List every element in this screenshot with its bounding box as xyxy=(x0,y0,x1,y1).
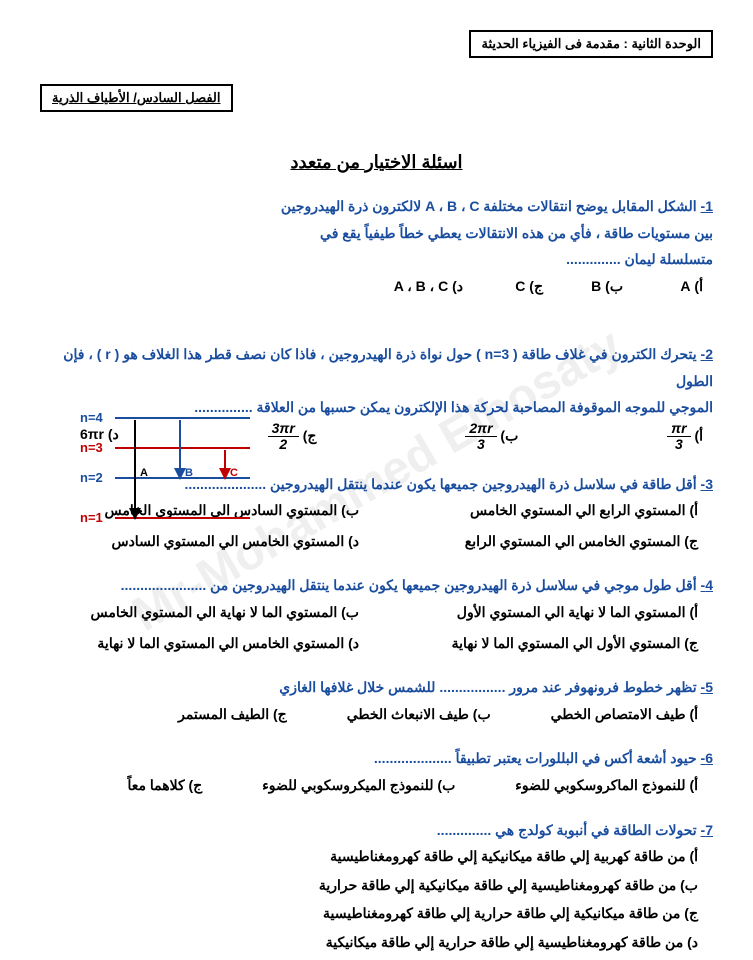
question-5: 5- تظهر خطوط فرونهوفر عند مرور .........… xyxy=(40,674,713,727)
q6-opt-c: ج) كلاهما معاً xyxy=(127,772,202,799)
header-row: الوحدة الثانية : مقدمة فى الفيزياء الحدي… xyxy=(40,30,713,58)
page-title: اسئلة الاختيار من متعدد xyxy=(290,152,462,173)
svg-text:n=2: n=2 xyxy=(80,470,103,485)
q1-opt-c: ج) C xyxy=(503,273,543,300)
svg-text:C: C xyxy=(230,467,238,479)
q6-text: حيود أشعة أكس في البللورات يعتبر تطبيقاً… xyxy=(374,750,697,766)
q7-opt-a: أ) من طاقة كهربية إلي طاقة ميكانيكية إلي… xyxy=(40,843,698,870)
unit-box: الوحدة الثانية : مقدمة فى الفيزياء الحدي… xyxy=(469,30,713,58)
q2-num: 2- xyxy=(701,346,713,362)
q5-text: تظهر خطوط فرونهوفر عند مرور ............… xyxy=(279,679,696,695)
q7-opt-d: د) من طاقة كهرومغناطيسية إلي طاقة حرارية… xyxy=(40,929,698,956)
q6-options: أ) للنموذج الماكروسكوبي للضوء ب) للنموذج… xyxy=(40,772,713,799)
q5-num: 5- xyxy=(701,679,713,695)
q5-opt-c: ج) الطيف المستمر xyxy=(178,701,287,728)
q7-opt-c: ج) من طاقة ميكانيكية إلي طاقة حرارية إلي… xyxy=(40,900,698,927)
q1-line3: متسلسلة ليمان .............. xyxy=(253,246,713,273)
q6-num: 6- xyxy=(701,750,713,766)
question-7: 7- تحولات الطاقة في أنبوبة كولدج هي ....… xyxy=(40,817,713,956)
svg-text:n=3: n=3 xyxy=(80,440,103,455)
q1-opt-b: ب) B xyxy=(583,273,623,300)
q1-num: 1- xyxy=(701,198,713,214)
q2-line1: يتحرك الكترون في غلاف طاقة ( n=3 ) حول ن… xyxy=(63,346,713,389)
q4-text: أقل طول موجي في سلاسل ذرة الهيدروجين جمي… xyxy=(121,577,697,593)
q2-opt-a: أ) πr3 xyxy=(667,421,703,453)
q1-opt-a: أ) A xyxy=(663,273,703,300)
q4-opt-d: د) المستوي الخامس الي المستوي الما لا نه… xyxy=(40,630,359,657)
question-1: 1- الشكل المقابل يوضح انتقالات مختلفة A … xyxy=(40,193,713,323)
q3-opt-c: ج) المستوي الخامس الي المستوي الرابع xyxy=(379,528,698,555)
q1-line2: بين مستويات طاقة ، فأي من هذه الانتقالات… xyxy=(253,220,713,247)
q3-opt-a: أ) المستوي الرابع الي المستوي الخامس xyxy=(379,497,698,524)
q3-opt-d: د) المستوي الخامس الي المستوي السادس xyxy=(40,528,359,555)
q5-options: أ) طيف الامتصاص الخطي ب) طيف الانبعاث ال… xyxy=(40,701,713,728)
q5-opt-a: أ) طيف الامتصاص الخطي xyxy=(551,701,698,728)
q1-opt-d: د) A ، B ، C xyxy=(394,273,463,300)
q3-text: أقل طاقة في سلاسل ذرة الهيدروجين جميعها … xyxy=(184,476,696,492)
q3-num: 3- xyxy=(701,476,713,492)
chapter-box: الفصل السادس/ الأطياف الذرية xyxy=(40,84,233,112)
page-content: الوحدة الثانية : مقدمة فى الفيزياء الحدي… xyxy=(40,30,713,955)
q6-opt-a: أ) للنموذج الماكروسكوبي للضوء xyxy=(515,772,698,799)
question-4: 4- أقل طول موجي في سلاسل ذرة الهيدروجين … xyxy=(40,572,713,656)
q1-options: أ) A ب) B ج) C د) A ، B ، C xyxy=(253,273,713,300)
q7-text: تحولات الطاقة في أنبوبة كولدج هي .......… xyxy=(437,822,697,838)
svg-text:B: B xyxy=(185,467,193,479)
svg-text:n=1: n=1 xyxy=(80,510,103,525)
q4-num: 4- xyxy=(701,577,713,593)
q7-num: 7- xyxy=(701,822,713,838)
q4-options: أ) المستوي الما لا نهاية الي المستوي الأ… xyxy=(40,599,713,656)
q7-options: أ) من طاقة كهربية إلي طاقة ميكانيكية إلي… xyxy=(40,843,713,955)
q7-opt-b: ب) من طاقة كهرومغناطيسية إلي طاقة ميكاني… xyxy=(40,872,698,899)
q6-opt-b: ب) للنموذج الميكروسكوبي للضوء xyxy=(262,772,455,799)
q4-opt-b: ب) المستوي الما لا نهاية الي المستوي الخ… xyxy=(40,599,359,626)
title-row: اسئلة الاختيار من متعدد xyxy=(40,152,713,173)
q2-opt-c: ج) 3πr2 xyxy=(268,421,317,453)
svg-text:A: A xyxy=(140,467,148,479)
question-6: 6- حيود أشعة أكس في البللورات يعتبر تطبي… xyxy=(40,745,713,798)
energy-level-diagram: n=4 n=3 n=2 n=1 A B C xyxy=(80,408,250,528)
q4-opt-a: أ) المستوي الما لا نهاية الي المستوي الأ… xyxy=(379,599,698,626)
q5-opt-b: ب) طيف الانبعاث الخطي xyxy=(347,701,491,728)
q1-line1: الشكل المقابل يوضح انتقالات مختلفة A ، B… xyxy=(281,198,697,214)
q2-opt-b: ب) 2πr3 xyxy=(465,421,518,453)
q4-opt-c: ج) المستوي الأول الي المستوي الما لا نها… xyxy=(379,630,698,657)
svg-text:n=4: n=4 xyxy=(80,410,104,425)
chapter-row: الفصل السادس/ الأطياف الذرية xyxy=(40,66,713,112)
